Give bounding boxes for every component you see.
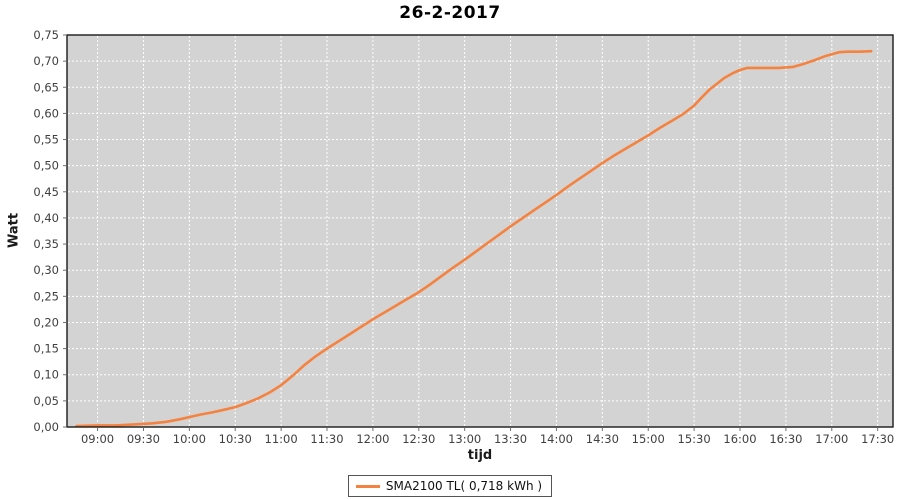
x-tick-label: 16:30: [769, 432, 802, 446]
y-tick-label: 0,20: [33, 315, 59, 329]
x-tick-label: 12:00: [356, 432, 389, 446]
y-tick-label: 0,60: [33, 106, 59, 120]
y-tick-label: 0,70: [33, 54, 59, 68]
x-tick-label: 17:30: [861, 432, 894, 446]
x-tick-label: 14:30: [586, 432, 619, 446]
x-tick-label: 13:00: [448, 432, 481, 446]
x-axis-label: tijd: [467, 448, 493, 463]
y-tick-label: 0,40: [33, 211, 59, 225]
x-tick-label: 15:00: [632, 432, 665, 446]
y-tick-label: 0,25: [33, 289, 59, 303]
chart-title: 26-2-2017: [399, 3, 501, 23]
y-tick-label: 0,55: [33, 133, 59, 147]
y-tick-label: 0,50: [33, 159, 59, 173]
x-tick-label: 09:00: [81, 432, 114, 446]
x-tick-label: 12:30: [402, 432, 435, 446]
y-tick-label: 0,30: [33, 263, 59, 277]
y-tick-label: 0,15: [33, 342, 59, 356]
x-tick-label: 14:00: [540, 432, 573, 446]
legend-line-swatch: [355, 484, 380, 488]
y-tick-label: 0,05: [33, 394, 59, 408]
x-tick-label: 11:00: [265, 432, 298, 446]
y-tick-label: 0,00: [33, 420, 59, 434]
x-tick-label: 15:30: [678, 432, 711, 446]
y-tick-label: 0,35: [33, 237, 59, 251]
x-tick-label: 09:30: [127, 432, 160, 446]
x-tick-label: 16:00: [723, 432, 756, 446]
y-tick-label: 0,10: [33, 368, 59, 382]
x-tick-label: 13:30: [494, 432, 527, 446]
x-tick-label: 10:30: [219, 432, 252, 446]
y-tick-label: 0,75: [33, 28, 59, 42]
x-tick-label: 17:00: [815, 432, 848, 446]
y-tick-label: 0,65: [33, 80, 59, 94]
legend: SMA2100 TL( 0,718 kWh ): [0, 475, 900, 497]
plot-border: [66, 34, 894, 428]
legend-series-label: SMA2100 TL( 0,718 kWh ): [385, 479, 543, 493]
y-tick-label: 0,45: [33, 185, 59, 199]
x-tick-label: 11:30: [310, 432, 343, 446]
legend-box: SMA2100 TL( 0,718 kWh ): [347, 475, 553, 497]
plot-background: [67, 35, 893, 427]
series-line: [75, 49, 873, 428]
x-tick-label: 10:00: [173, 432, 206, 446]
